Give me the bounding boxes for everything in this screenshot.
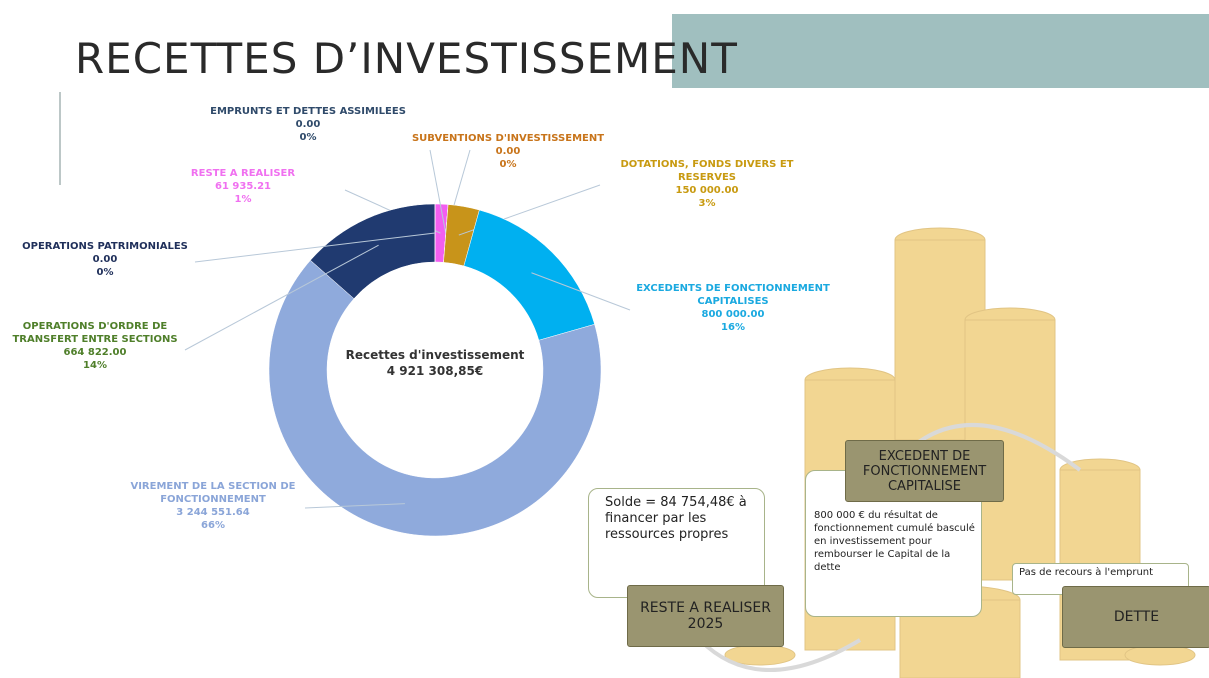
slice-label: RESTE A REALISER 61 935.21 1%	[173, 167, 313, 206]
slice-label: EXCEDENTS DE FONCTIONNEMENT CAPITALISES 8…	[628, 282, 838, 334]
slice-percent: 66%	[201, 520, 225, 531]
slice-value: 150 000.00	[675, 185, 739, 196]
leader-line	[304, 503, 405, 509]
slide-title: RECETTES D’INVESTISSEMENT	[75, 34, 738, 83]
slice-percent: 1%	[234, 194, 252, 205]
slice-value: 3 244 551.64	[176, 507, 250, 518]
slice-label: DOTATIONS, FONDS DIVERS ET RESERVES 150 0…	[617, 158, 797, 210]
center-line: Recettes d'investissement	[345, 348, 525, 362]
slice-name: EMPRUNTS ET DETTES ASSIMILEES	[210, 106, 406, 117]
leader-line	[194, 232, 436, 263]
slice-value: 800 000.00	[701, 309, 765, 320]
solde-text: Solde = 84 754,48€ à financer par les re…	[605, 495, 747, 542]
reste-box: RESTE A REALISER 2025	[627, 585, 784, 647]
leader-line	[531, 272, 631, 311]
slice-name: EXCEDENTS DE FONCTIONNEMENT CAPITALISES	[636, 283, 830, 307]
slice-name: OPERATIONS PATRIMONIALES	[22, 241, 188, 252]
dette-box: DETTE	[1062, 586, 1209, 648]
slice-value: 0.00	[92, 254, 118, 265]
recours-text: Pas de recours à l'emprunt	[1019, 567, 1154, 578]
donut-slice	[268, 259, 602, 537]
slice-name: RESTE A REALISER	[190, 168, 296, 179]
donut-center: Recettes d'investissement 4 921 308,85€	[335, 347, 535, 379]
header-band	[672, 14, 1209, 88]
slice-name: SUBVENTIONS D'INVESTISSEMENT	[411, 133, 605, 144]
slice-value: 664 822.00	[63, 347, 127, 358]
solde-box: Solde = 84 754,48€ à financer par les re…	[588, 488, 765, 598]
slice-name: OPERATIONS D'ORDRE DE TRANSFERT ENTRE SE…	[12, 321, 178, 345]
slice-name: VIREMENT DE LA SECTION DE FONCTIONNEMENT	[130, 481, 296, 505]
excedent-text: 800 000 € du résultat de fonctionnement …	[814, 510, 975, 573]
leader-line	[429, 149, 447, 234]
slice-label: SUBVENTIONS D'INVESTISSEMENT 0.00 0%	[403, 132, 613, 171]
slice-label: OPERATIONS PATRIMONIALES 0.00 0%	[5, 240, 205, 279]
slice-label: OPERATIONS D'ORDRE DE TRANSFERT ENTRE SE…	[0, 320, 190, 372]
leader-line	[184, 244, 379, 351]
center-line: 4 921 308,85€	[386, 364, 484, 378]
slice-percent: 0%	[499, 159, 517, 170]
slice-value: 0.00	[295, 119, 321, 130]
slice-value: 61 935.21	[215, 181, 271, 192]
slice-value: 0.00	[495, 146, 521, 157]
slice-name: DOTATIONS, FONDS DIVERS ET RESERVES	[620, 159, 794, 183]
slice-percent: 0%	[96, 267, 114, 278]
slice-percent: 14%	[83, 360, 107, 371]
slice-label: EMPRUNTS ET DETTES ASSIMILEES 0.00 0%	[203, 105, 413, 144]
slice-percent: 0%	[299, 132, 317, 143]
excedent-box: EXCEDENT DE FONCTIONNEMENT CAPITALISE	[845, 440, 1004, 502]
slice-label: VIREMENT DE LA SECTION DE FONCTIONNEMENT…	[113, 480, 313, 532]
slice-percent: 3%	[698, 198, 716, 209]
slice-percent: 16%	[721, 322, 745, 333]
donut-slice	[463, 209, 595, 341]
